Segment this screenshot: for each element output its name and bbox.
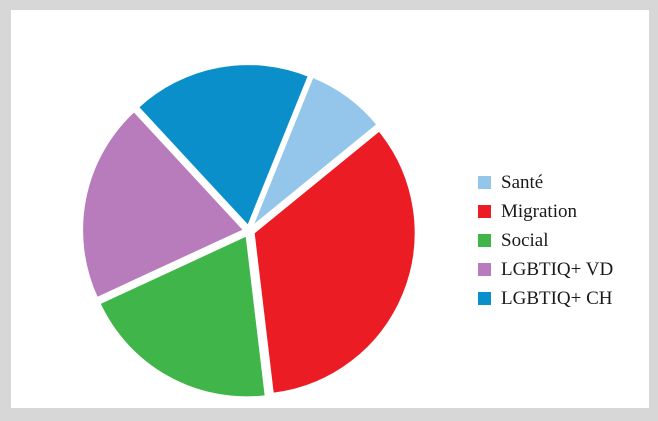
pie-slice-3 xyxy=(81,109,246,300)
legend-label: LGBTIQ+ CH xyxy=(501,287,613,309)
legend-swatch xyxy=(478,292,491,305)
chart-legend: Santé Migration Social LGBTIQ+ VD LGBTIQ+ CH xyxy=(478,168,613,313)
legend-item: LGBTIQ+ VD xyxy=(478,255,613,284)
legend-label: Santé xyxy=(501,171,544,193)
legend-item: LGBTIQ+ CH xyxy=(478,284,613,313)
legend-swatch xyxy=(478,205,491,218)
legend-label: LGBTIQ+ VD xyxy=(501,258,614,280)
pie-slice-0 xyxy=(251,75,379,228)
pie-slice-2 xyxy=(98,233,267,399)
legend-swatch xyxy=(478,176,491,189)
legend-swatch xyxy=(478,263,491,276)
legend-item: Santé xyxy=(478,168,613,197)
chart-panel: Santé Migration Social LGBTIQ+ VD LGBTIQ+ CH xyxy=(11,10,649,408)
legend-item: Migration xyxy=(478,197,613,226)
pie-chart xyxy=(81,63,417,399)
pie-slice-4 xyxy=(136,63,311,228)
pie-slice-1 xyxy=(252,129,417,395)
legend-item: Social xyxy=(478,226,613,255)
legend-swatch xyxy=(478,234,491,247)
legend-label: Migration xyxy=(501,200,577,222)
legend-label: Social xyxy=(501,229,549,251)
